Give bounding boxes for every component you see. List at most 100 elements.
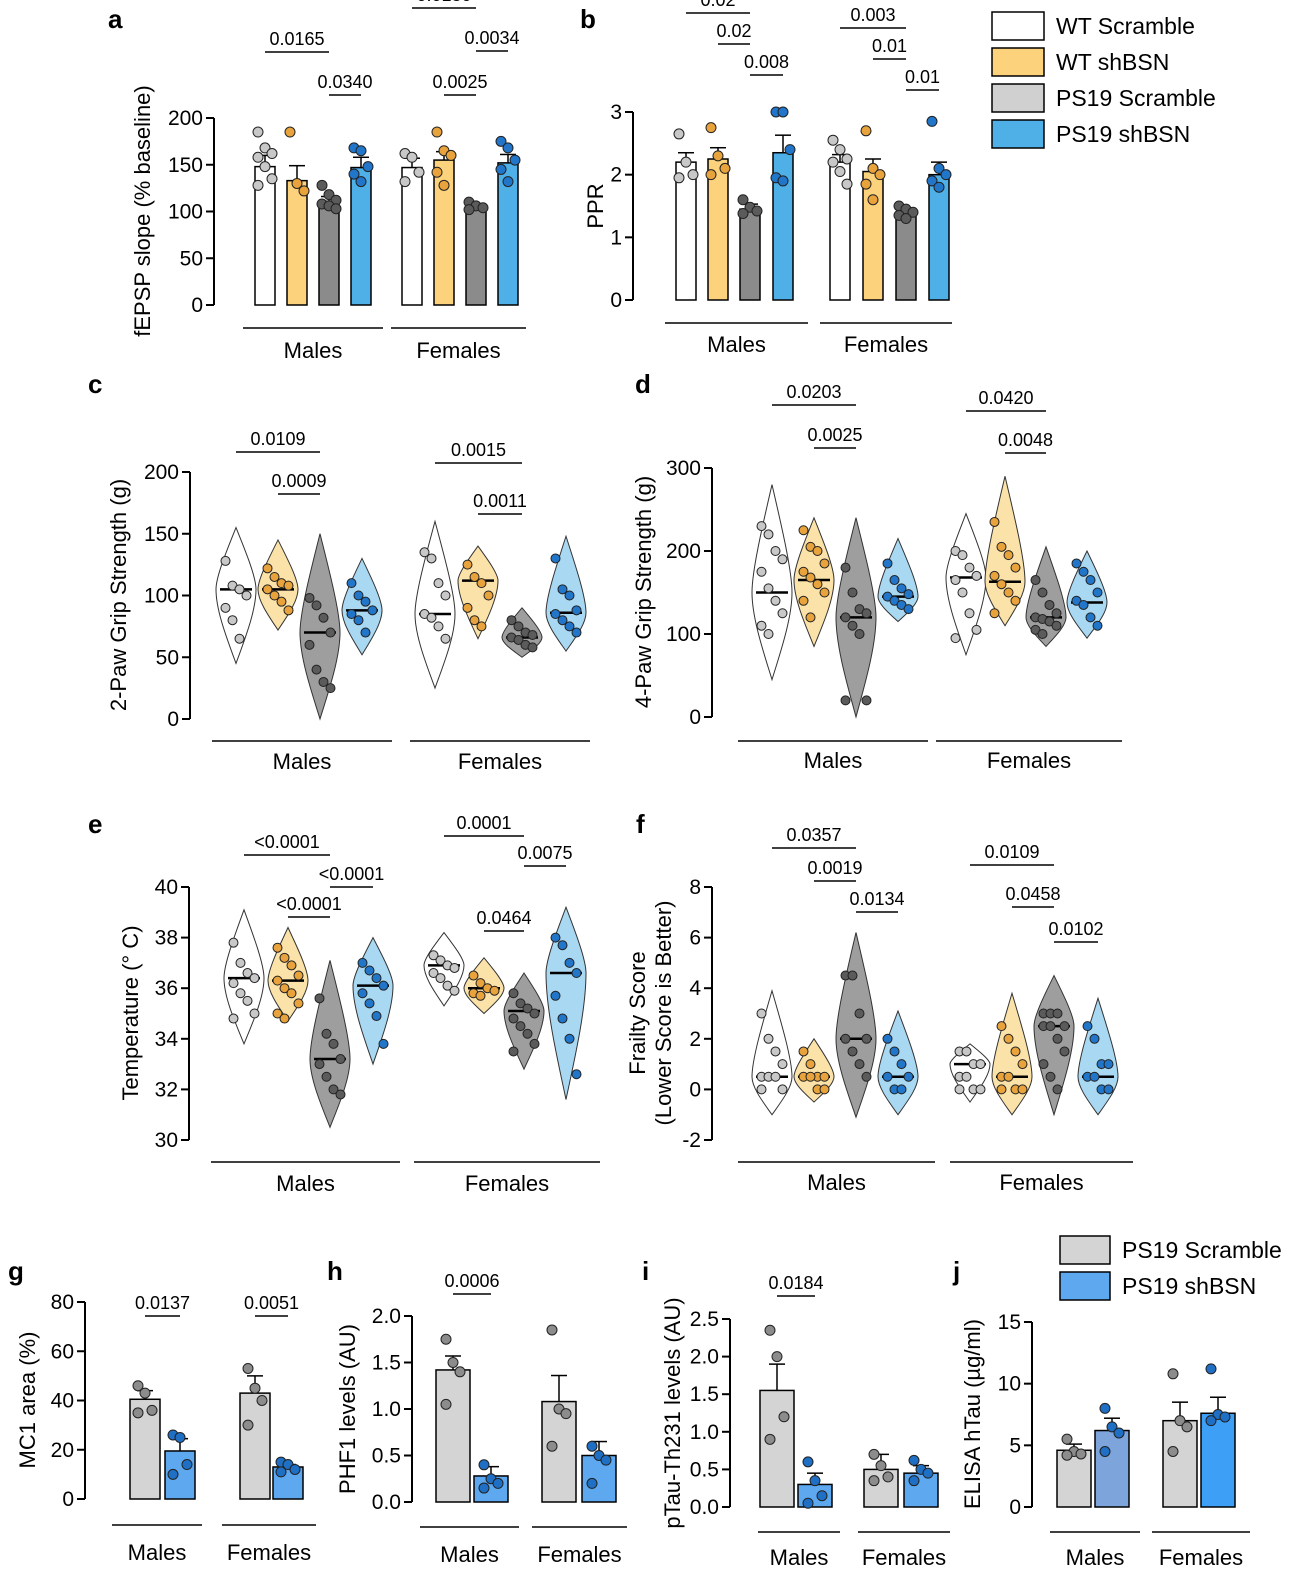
data-point <box>1044 599 1055 610</box>
y-tick-label: 8 <box>689 876 701 899</box>
data-point <box>896 583 907 594</box>
data-point <box>1052 1008 1063 1019</box>
data-point <box>861 695 872 706</box>
data-point <box>527 630 538 641</box>
data-point <box>940 169 952 181</box>
data-point <box>809 1475 821 1487</box>
data-point <box>600 1454 612 1466</box>
y-tick-label: 0 <box>689 706 701 729</box>
data-point <box>440 1398 452 1410</box>
p-value-label: 0.0203 <box>786 382 841 402</box>
data-point <box>249 1382 261 1394</box>
data-point <box>557 615 568 626</box>
legend-label: WT Scramble <box>1056 13 1195 39</box>
data-point <box>262 563 273 574</box>
data-point <box>996 541 1007 552</box>
p-value-label: 0.0184 <box>768 1273 823 1293</box>
p-value-label: 0.0019 <box>807 858 862 878</box>
p-value-label: 0.0340 <box>317 72 372 92</box>
violin <box>545 905 587 1100</box>
data-point <box>1103 1059 1114 1070</box>
data-point <box>515 1021 526 1032</box>
data-point <box>1052 1033 1063 1044</box>
data-point <box>440 590 451 601</box>
violin <box>414 519 456 690</box>
data-point <box>433 621 444 632</box>
data-point <box>311 664 322 675</box>
data-point <box>469 615 480 626</box>
data-point <box>802 1497 814 1509</box>
data-point <box>234 633 245 644</box>
data-point <box>1030 575 1041 586</box>
y-axis-title: ELISA hTau (µg/ml) <box>960 1319 985 1509</box>
data-point <box>854 1059 865 1070</box>
y-tick-label: 2.0 <box>372 1305 401 1328</box>
data-point <box>751 205 763 217</box>
p-value-label: 0.0130 <box>416 0 471 5</box>
data-point <box>771 1351 783 1363</box>
data-point <box>483 590 494 601</box>
data-point <box>805 612 816 623</box>
y-tick-label: 40 <box>155 876 178 899</box>
data-point <box>316 179 328 191</box>
data-point <box>564 590 575 601</box>
data-point <box>298 185 310 197</box>
data-point <box>903 1071 914 1082</box>
group-label-females: Females <box>458 749 542 774</box>
data-point <box>975 1084 986 1095</box>
group-label-males: Males <box>284 338 343 363</box>
panel-letter-b: b <box>580 4 596 34</box>
data-point <box>926 175 938 187</box>
data-point <box>841 153 853 165</box>
panel-letter-d: d <box>635 369 651 399</box>
data-point <box>275 1466 287 1478</box>
data-point <box>805 1059 816 1070</box>
data-point <box>961 1071 972 1082</box>
data-point <box>174 1431 186 1443</box>
data-point <box>478 1482 490 1494</box>
data-point <box>449 985 460 996</box>
data-point <box>357 957 368 968</box>
data-point <box>476 621 487 632</box>
data-point <box>1089 1071 1100 1082</box>
data-point <box>854 629 865 639</box>
data-point <box>1078 566 1089 577</box>
p-value-label: 0.0015 <box>451 440 506 460</box>
p-value-label: 0.0034 <box>464 28 519 48</box>
data-point <box>550 990 561 1001</box>
y-tick-label: 20 <box>51 1439 74 1462</box>
data-point <box>802 1456 814 1468</box>
violin <box>341 557 383 656</box>
data-point <box>756 566 767 577</box>
data-point <box>242 968 253 979</box>
data-point <box>777 106 789 118</box>
y-tick-label: 40 <box>51 1390 74 1413</box>
data-point <box>1051 608 1062 619</box>
data-point <box>279 1013 290 1024</box>
data-point <box>812 546 823 556</box>
data-point <box>495 163 507 175</box>
data-point <box>362 161 374 173</box>
data-point <box>442 980 453 991</box>
panel-letter-i: i <box>642 1256 649 1286</box>
data-point <box>903 589 914 600</box>
y-axis-title: Temperature (° C) <box>118 925 143 1100</box>
data-point <box>1037 629 1048 639</box>
data-point <box>1167 1368 1179 1380</box>
p-value-label: 0.0420 <box>978 388 1033 408</box>
legend-label: PS19 Scramble <box>1122 1237 1282 1263</box>
data-point <box>680 156 692 168</box>
bar <box>1200 1412 1236 1508</box>
data-point <box>777 175 789 187</box>
data-point <box>1103 1084 1114 1095</box>
data-point <box>989 570 1000 581</box>
violin <box>299 533 341 721</box>
data-point <box>763 629 774 639</box>
data-point <box>756 1008 767 1019</box>
bar <box>239 1392 271 1500</box>
p-value-label: 0.0134 <box>849 889 904 909</box>
y-tick-label: 1 <box>610 226 622 249</box>
data-point <box>882 1471 894 1483</box>
data-point <box>242 995 253 1006</box>
data-point <box>798 595 809 606</box>
